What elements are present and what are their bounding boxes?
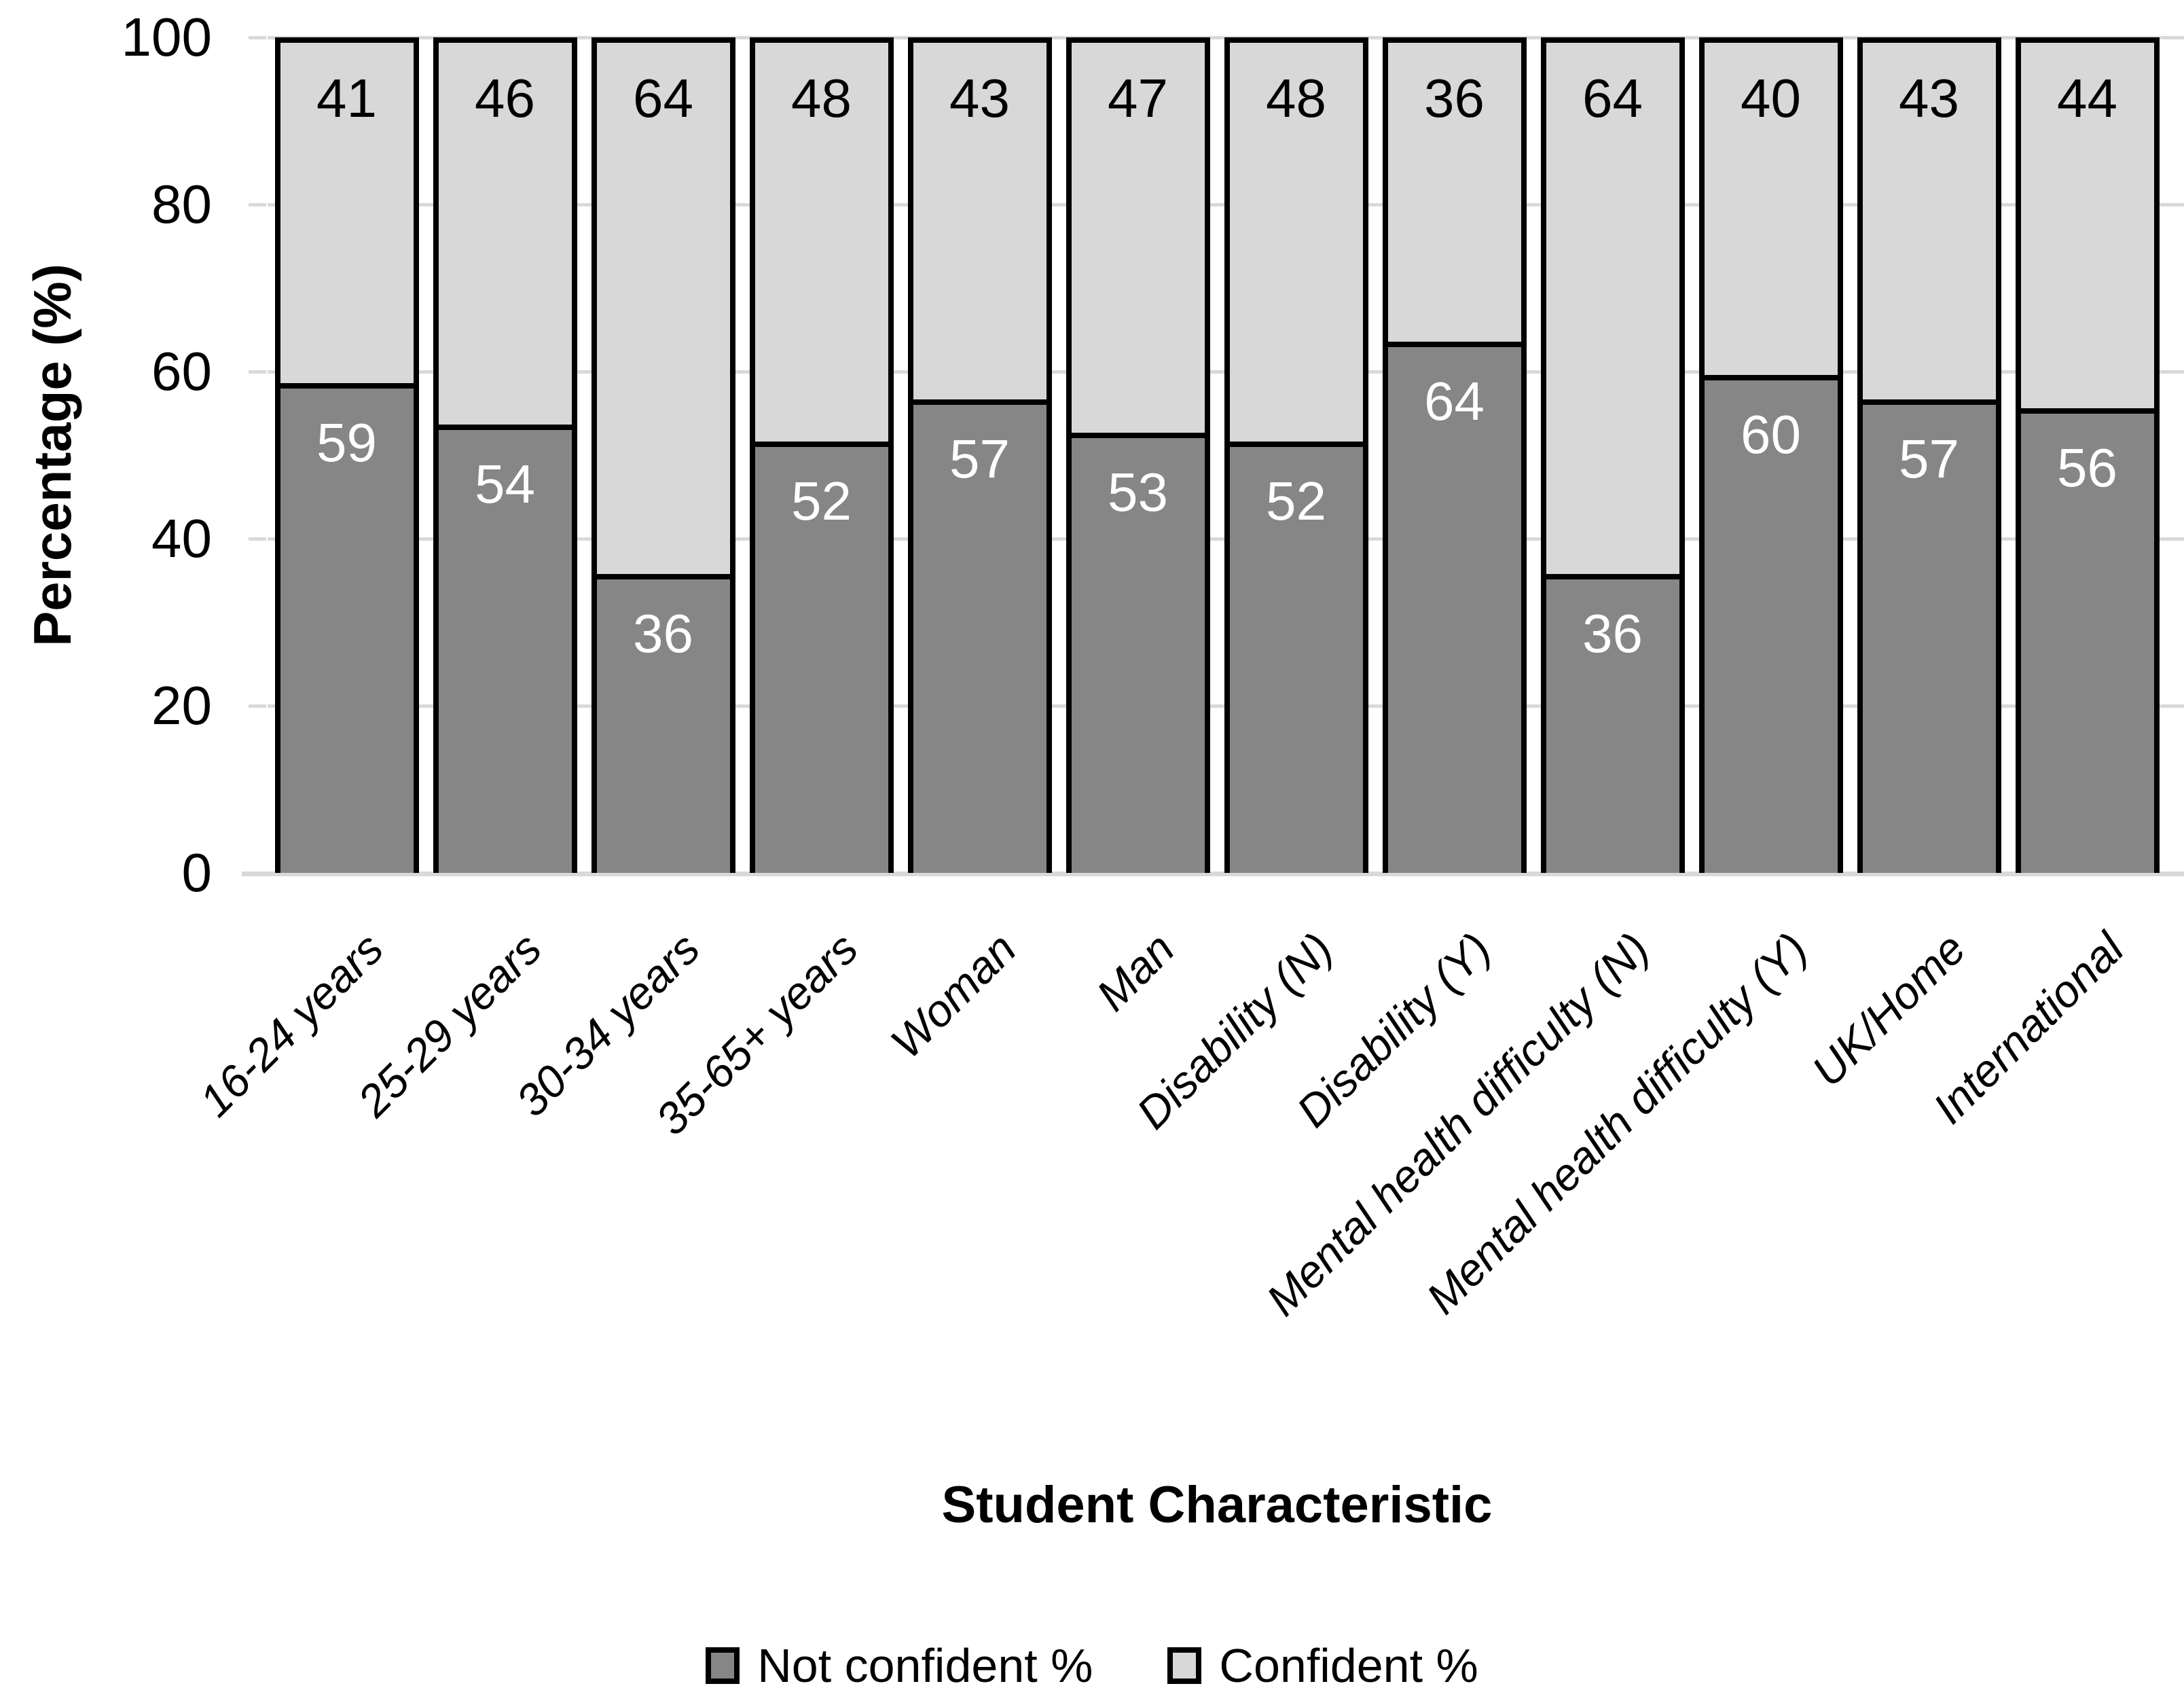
not-confident-segment: 36	[1546, 574, 1679, 873]
confident-value-label: 44	[2057, 68, 2117, 128]
confident-value-label: 41	[316, 68, 377, 128]
not-confident-segment: 53	[1071, 433, 1205, 873]
x-axis-category-label: Mental health difficulty (N)	[1256, 922, 1658, 1325]
not-confident-value-label: 56	[2057, 437, 2117, 498]
y-axis-tick	[249, 36, 266, 39]
y-axis-title: Percentage (%)	[22, 264, 82, 647]
confident-value-label: 48	[1266, 68, 1326, 128]
y-axis-tick-label: 20	[151, 675, 212, 736]
confident-value-label: 43	[1899, 68, 1959, 128]
x-axis-category-label: UK/Home	[1802, 922, 1975, 1096]
confident-value-label: 36	[1424, 68, 1485, 128]
bar-disability-n-: 48 52	[1224, 37, 1368, 873]
y-axis-tick-label: 100	[121, 7, 212, 67]
confident-value-label: 43	[949, 68, 1010, 128]
not-confident-segment: 57	[913, 399, 1046, 873]
x-axis-category-label: Man	[1086, 922, 1184, 1020]
not-confident-value-label: 52	[1266, 470, 1326, 531]
confident-value-label: 47	[1108, 68, 1168, 128]
confident-value-label: 64	[1582, 68, 1643, 128]
y-axis-tick-label: 40	[151, 508, 212, 569]
x-axis-title: Student Characteristic	[941, 1476, 1493, 1534]
x-axis-category-label: 35-65+ years	[645, 922, 867, 1145]
plot-area: 41 59 46 54 64 36 48 52 43 57 47 53 48 52 36 64 64 36 40 60…	[268, 36, 2184, 873]
confident-value-label: 64	[633, 68, 693, 128]
not-confident-segment: 52	[754, 441, 888, 873]
y-axis-tick-label: 80	[151, 174, 212, 234]
not-confident-value-label: 52	[791, 470, 852, 531]
not-confident-segment: 56	[2020, 408, 2154, 873]
not-confident-value-label: 60	[1741, 403, 1801, 465]
not-confident-segment: 64	[1387, 341, 1521, 873]
not-confident-segment: 60	[1704, 374, 1838, 873]
bar-30-34-years: 64 36	[591, 37, 735, 873]
x-axis-category-label: Woman	[880, 922, 1025, 1068]
y-axis-tick	[249, 203, 266, 207]
legend-swatch-icon	[1167, 1647, 1202, 1684]
not-confident-segment: 36	[596, 574, 730, 873]
legend: Not confident % Confident %	[0, 1632, 2184, 1700]
not-confident-segment: 52	[1229, 441, 1363, 873]
bar-mental-health-difficulty-y-: 40 60	[1698, 37, 1843, 873]
bar-woman: 43 57	[907, 37, 1052, 873]
not-confident-value-label: 59	[316, 412, 377, 473]
legend-swatch-icon	[706, 1647, 740, 1684]
not-confident-value-label: 64	[1424, 370, 1485, 431]
y-axis-tick	[249, 370, 266, 374]
y-axis-tick	[249, 704, 266, 708]
y-axis-tick-label: 0	[181, 842, 213, 903]
x-axis-category-label: Disability (N)	[1126, 922, 1342, 1138]
legend-item-not-confident-: Not confident %	[706, 1635, 1093, 1696]
legend-label: Confident %	[1219, 1639, 1478, 1692]
x-axis-category-label: Mental health difficulty (Y)	[1416, 922, 1817, 1324]
not-confident-segment: 57	[1862, 399, 1996, 873]
not-confident-value-label: 53	[1108, 462, 1168, 523]
x-axis-line	[242, 872, 2184, 876]
not-confident-value-label: 57	[1899, 429, 1959, 490]
not-confident-segment: 54	[438, 425, 572, 873]
not-confident-segment: 59	[280, 383, 414, 873]
not-confident-value-label: 36	[633, 603, 693, 664]
bar-16-24-years: 41 59	[274, 37, 419, 873]
not-confident-value-label: 54	[475, 454, 535, 515]
confident-value-label: 40	[1741, 68, 1801, 128]
bar-25-29-years: 46 54	[433, 37, 577, 873]
y-axis-tick	[249, 537, 266, 541]
bar-disability-y-: 36 64	[1382, 37, 1527, 873]
bar-mental-health-difficulty-n-: 64 36	[1540, 37, 1685, 873]
legend-item-confident-: Confident %	[1167, 1635, 1478, 1696]
not-confident-value-label: 57	[949, 429, 1010, 490]
y-axis-tick-label: 60	[151, 341, 212, 401]
x-axis-category-label: International	[1923, 922, 2133, 1134]
x-axis-category-label: Disability (Y)	[1286, 922, 1500, 1137]
bar-international: 44 56	[2015, 37, 2160, 873]
legend-label: Not confident %	[757, 1639, 1093, 1692]
confident-value-label: 48	[791, 68, 852, 128]
x-axis-category-label: 30-34 years	[505, 922, 709, 1126]
bar-uk-home: 43 57	[1857, 37, 2001, 873]
bar-man: 47 53	[1066, 37, 1210, 873]
not-confident-value-label: 36	[1582, 603, 1643, 664]
bar-35-65-years: 48 52	[749, 37, 894, 873]
confident-value-label: 46	[475, 68, 535, 128]
